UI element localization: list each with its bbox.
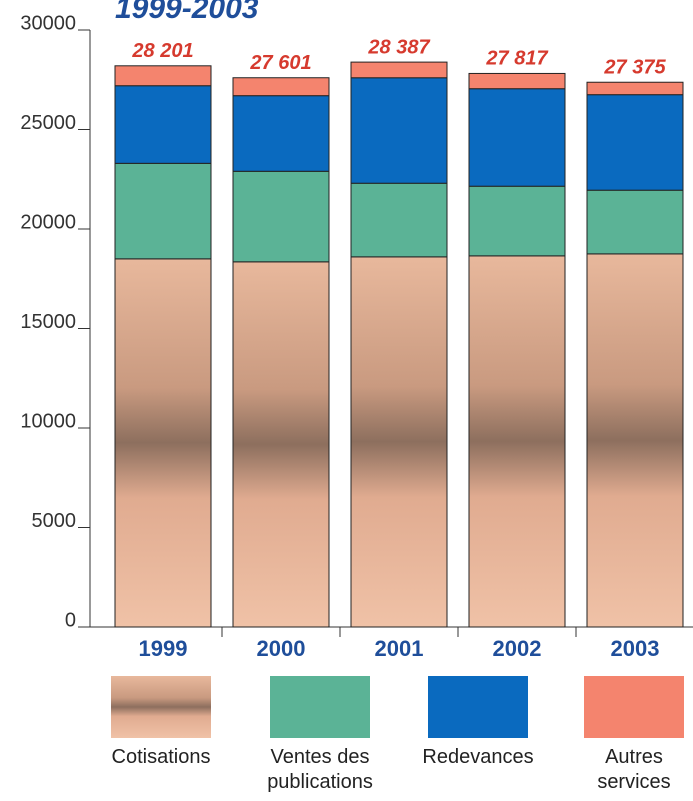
- bar-segment: [232, 77, 330, 97]
- bar-segment: [468, 72, 566, 90]
- chart-title: 1999-2003: [115, 0, 259, 25]
- y-tick-label: 10000: [20, 410, 76, 432]
- x-tick-label: 1999: [139, 636, 188, 661]
- bar-segment: [468, 88, 566, 187]
- total-label: 28 387: [367, 36, 430, 58]
- bar-segment: [350, 77, 448, 184]
- legend-label: Redevances: [422, 746, 534, 768]
- legend-label: Autres services: [597, 746, 671, 793]
- legend-swatch: [584, 676, 684, 738]
- x-tick-label: 2003: [611, 636, 660, 661]
- y-tick-label: 30000: [20, 12, 76, 34]
- y-tick-label: 15000: [20, 311, 76, 333]
- bar-segment: [586, 189, 684, 255]
- x-tick-label: 2001: [375, 636, 424, 661]
- bar-segment: [586, 94, 684, 191]
- legend-label: Cotisations: [111, 746, 211, 768]
- x-tick-label: 2000: [257, 636, 306, 661]
- legend-swatch: [270, 676, 370, 738]
- total-label: 27 601: [249, 52, 311, 74]
- total-label: 27 375: [603, 57, 666, 79]
- bar-segment: [114, 162, 212, 260]
- legend-swatch: [428, 676, 528, 738]
- y-tick-label: 25000: [20, 112, 76, 134]
- bar-segment: [114, 85, 212, 164]
- y-tick-label: 20000: [20, 211, 76, 233]
- bar-segment: [232, 95, 330, 172]
- bar-segment: [350, 61, 448, 79]
- bar-segment: [350, 182, 448, 258]
- total-label: 27 817: [485, 48, 548, 70]
- legend-swatch: [111, 676, 211, 738]
- bar-segment: [586, 81, 684, 96]
- bar-segment: [468, 255, 566, 628]
- total-label: 28 201: [131, 40, 193, 62]
- legend-label: Ventes des publications: [267, 746, 373, 793]
- bar-segment: [350, 256, 448, 628]
- bar-segment: [468, 185, 566, 257]
- x-tick-label: 2002: [493, 636, 542, 661]
- bar-segment: [232, 170, 330, 263]
- bar-segment: [586, 253, 684, 628]
- bar-segment: [232, 261, 330, 628]
- bar-segment: [114, 65, 212, 87]
- y-tick-label: 5000: [32, 510, 77, 532]
- y-tick-label: 0: [65, 609, 76, 631]
- bar-segment: [114, 258, 212, 628]
